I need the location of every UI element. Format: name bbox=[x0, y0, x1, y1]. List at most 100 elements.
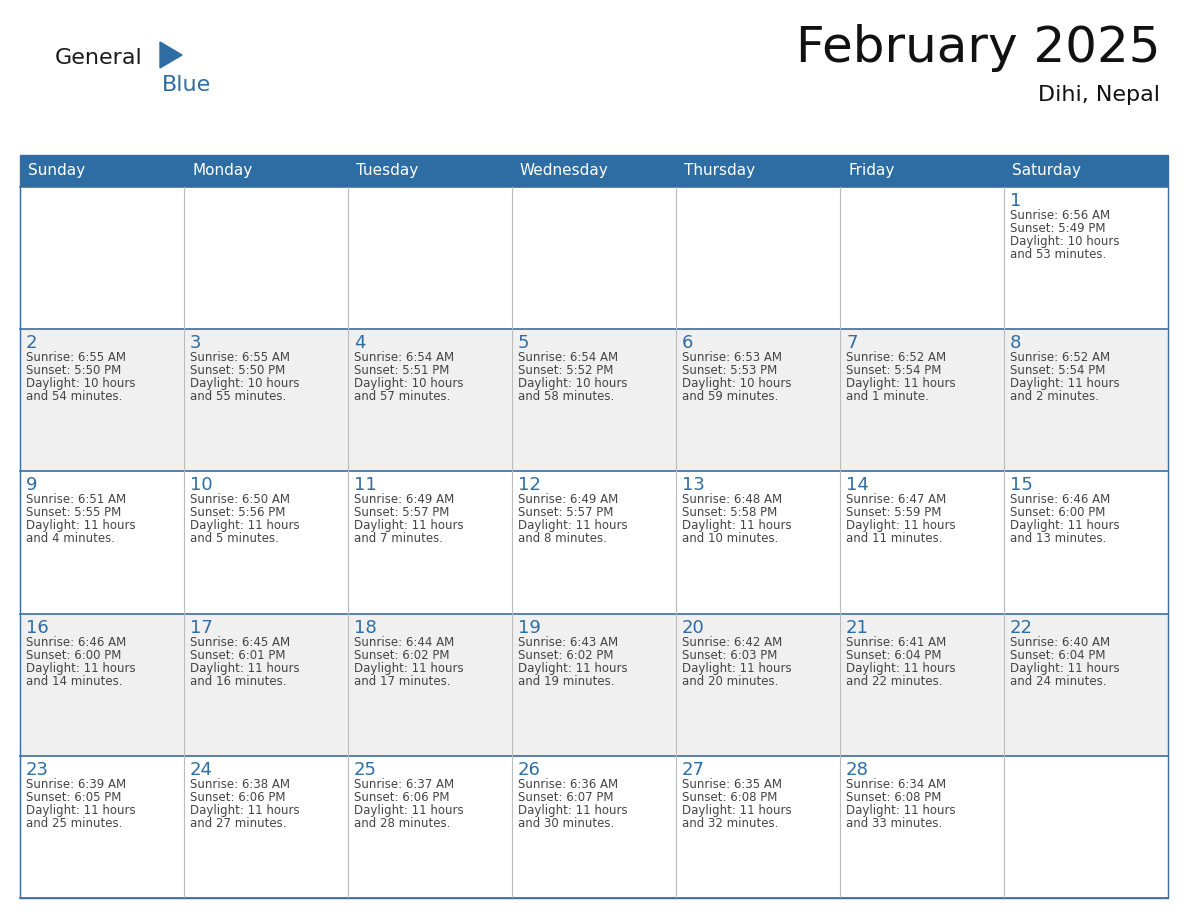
Text: and 57 minutes.: and 57 minutes. bbox=[354, 390, 450, 403]
Text: Daylight: 11 hours: Daylight: 11 hours bbox=[26, 662, 135, 675]
Text: 2: 2 bbox=[26, 334, 38, 353]
Text: 10: 10 bbox=[190, 476, 213, 495]
Text: 20: 20 bbox=[682, 619, 704, 636]
Text: and 2 minutes.: and 2 minutes. bbox=[1010, 390, 1099, 403]
Text: and 59 minutes.: and 59 minutes. bbox=[682, 390, 778, 403]
Text: Sunrise: 6:47 AM: Sunrise: 6:47 AM bbox=[846, 493, 947, 507]
Bar bbox=[840, 155, 1004, 187]
Text: Sunrise: 6:34 AM: Sunrise: 6:34 AM bbox=[846, 778, 946, 790]
Text: and 7 minutes.: and 7 minutes. bbox=[354, 532, 443, 545]
Text: Daylight: 11 hours: Daylight: 11 hours bbox=[518, 662, 627, 675]
Text: Sunset: 5:57 PM: Sunset: 5:57 PM bbox=[354, 507, 449, 520]
Text: Sunset: 6:05 PM: Sunset: 6:05 PM bbox=[26, 790, 121, 804]
Text: 3: 3 bbox=[190, 334, 202, 353]
Text: Daylight: 11 hours: Daylight: 11 hours bbox=[682, 804, 791, 817]
Text: Sunrise: 6:55 AM: Sunrise: 6:55 AM bbox=[190, 352, 290, 364]
Text: Daylight: 11 hours: Daylight: 11 hours bbox=[190, 662, 299, 675]
Text: Sunrise: 6:40 AM: Sunrise: 6:40 AM bbox=[1010, 635, 1110, 649]
Text: Sunset: 5:50 PM: Sunset: 5:50 PM bbox=[190, 364, 285, 377]
Bar bbox=[20, 155, 184, 187]
Text: Sunset: 5:55 PM: Sunset: 5:55 PM bbox=[26, 507, 121, 520]
Text: Sunrise: 6:42 AM: Sunrise: 6:42 AM bbox=[682, 635, 782, 649]
Text: Sunrise: 6:46 AM: Sunrise: 6:46 AM bbox=[1010, 493, 1111, 507]
Text: Sunrise: 6:38 AM: Sunrise: 6:38 AM bbox=[190, 778, 290, 790]
Text: and 33 minutes.: and 33 minutes. bbox=[846, 817, 942, 830]
Text: Sunset: 6:00 PM: Sunset: 6:00 PM bbox=[1010, 507, 1105, 520]
Text: and 8 minutes.: and 8 minutes. bbox=[518, 532, 607, 545]
Text: Thursday: Thursday bbox=[684, 163, 756, 178]
Text: Daylight: 11 hours: Daylight: 11 hours bbox=[354, 520, 463, 532]
Text: Sunset: 5:54 PM: Sunset: 5:54 PM bbox=[846, 364, 941, 377]
Text: 21: 21 bbox=[846, 619, 868, 636]
Bar bbox=[676, 155, 840, 187]
Text: Daylight: 11 hours: Daylight: 11 hours bbox=[26, 804, 135, 817]
Text: and 58 minutes.: and 58 minutes. bbox=[518, 390, 614, 403]
Text: Sunrise: 6:50 AM: Sunrise: 6:50 AM bbox=[190, 493, 290, 507]
Text: and 5 minutes.: and 5 minutes. bbox=[190, 532, 279, 545]
Text: Sunset: 6:08 PM: Sunset: 6:08 PM bbox=[846, 790, 941, 804]
Text: and 10 minutes.: and 10 minutes. bbox=[682, 532, 778, 545]
Text: Sunrise: 6:41 AM: Sunrise: 6:41 AM bbox=[846, 635, 947, 649]
Text: Sunrise: 6:54 AM: Sunrise: 6:54 AM bbox=[518, 352, 618, 364]
Text: 24: 24 bbox=[190, 761, 213, 778]
Text: 25: 25 bbox=[354, 761, 377, 778]
Text: Sunset: 6:00 PM: Sunset: 6:00 PM bbox=[26, 649, 121, 662]
Text: Daylight: 11 hours: Daylight: 11 hours bbox=[846, 520, 955, 532]
Text: Sunset: 6:02 PM: Sunset: 6:02 PM bbox=[354, 649, 449, 662]
Text: and 16 minutes.: and 16 minutes. bbox=[190, 675, 286, 688]
Text: Sunrise: 6:46 AM: Sunrise: 6:46 AM bbox=[26, 635, 126, 649]
Text: 19: 19 bbox=[518, 619, 541, 636]
Text: Daylight: 10 hours: Daylight: 10 hours bbox=[518, 377, 627, 390]
Text: Sunset: 5:57 PM: Sunset: 5:57 PM bbox=[518, 507, 613, 520]
Text: Daylight: 11 hours: Daylight: 11 hours bbox=[518, 520, 627, 532]
Bar bbox=[20, 613, 1168, 756]
Text: Sunset: 6:01 PM: Sunset: 6:01 PM bbox=[190, 649, 285, 662]
Bar bbox=[348, 155, 512, 187]
Text: 1: 1 bbox=[1010, 192, 1022, 210]
Text: Sunrise: 6:35 AM: Sunrise: 6:35 AM bbox=[682, 778, 782, 790]
Text: and 1 minute.: and 1 minute. bbox=[846, 390, 929, 403]
Text: and 14 minutes.: and 14 minutes. bbox=[26, 675, 122, 688]
Text: Wednesday: Wednesday bbox=[520, 163, 608, 178]
Text: Daylight: 11 hours: Daylight: 11 hours bbox=[518, 804, 627, 817]
Text: 18: 18 bbox=[354, 619, 377, 636]
Bar bbox=[20, 472, 1168, 613]
Text: and 24 minutes.: and 24 minutes. bbox=[1010, 675, 1106, 688]
Text: Daylight: 11 hours: Daylight: 11 hours bbox=[846, 377, 955, 390]
Text: Sunrise: 6:49 AM: Sunrise: 6:49 AM bbox=[518, 493, 618, 507]
Text: Daylight: 10 hours: Daylight: 10 hours bbox=[190, 377, 299, 390]
Text: Sunrise: 6:43 AM: Sunrise: 6:43 AM bbox=[518, 635, 618, 649]
Text: Saturday: Saturday bbox=[1012, 163, 1081, 178]
Text: and 25 minutes.: and 25 minutes. bbox=[26, 817, 122, 830]
Text: Sunset: 6:08 PM: Sunset: 6:08 PM bbox=[682, 790, 777, 804]
Text: Sunrise: 6:52 AM: Sunrise: 6:52 AM bbox=[846, 352, 946, 364]
Text: Sunset: 5:50 PM: Sunset: 5:50 PM bbox=[26, 364, 121, 377]
Text: and 13 minutes.: and 13 minutes. bbox=[1010, 532, 1106, 545]
Text: Daylight: 10 hours: Daylight: 10 hours bbox=[26, 377, 135, 390]
Text: Sunset: 6:06 PM: Sunset: 6:06 PM bbox=[354, 790, 449, 804]
Text: and 19 minutes.: and 19 minutes. bbox=[518, 675, 614, 688]
Text: Sunrise: 6:55 AM: Sunrise: 6:55 AM bbox=[26, 352, 126, 364]
Text: Blue: Blue bbox=[162, 75, 211, 95]
Text: Daylight: 11 hours: Daylight: 11 hours bbox=[26, 520, 135, 532]
Text: Sunrise: 6:51 AM: Sunrise: 6:51 AM bbox=[26, 493, 126, 507]
Text: Sunrise: 6:54 AM: Sunrise: 6:54 AM bbox=[354, 352, 454, 364]
Text: Sunset: 5:58 PM: Sunset: 5:58 PM bbox=[682, 507, 777, 520]
Text: Daylight: 10 hours: Daylight: 10 hours bbox=[1010, 235, 1119, 248]
Text: Sunset: 5:49 PM: Sunset: 5:49 PM bbox=[1010, 222, 1106, 235]
Text: Sunset: 5:51 PM: Sunset: 5:51 PM bbox=[354, 364, 449, 377]
Text: and 27 minutes.: and 27 minutes. bbox=[190, 817, 286, 830]
Bar bbox=[20, 187, 1168, 330]
Text: Daylight: 10 hours: Daylight: 10 hours bbox=[354, 377, 463, 390]
Text: Daylight: 11 hours: Daylight: 11 hours bbox=[354, 804, 463, 817]
Text: Tuesday: Tuesday bbox=[356, 163, 418, 178]
Text: and 20 minutes.: and 20 minutes. bbox=[682, 675, 778, 688]
Text: 13: 13 bbox=[682, 476, 704, 495]
Bar bbox=[20, 756, 1168, 898]
Text: Sunrise: 6:36 AM: Sunrise: 6:36 AM bbox=[518, 778, 618, 790]
Text: Sunrise: 6:37 AM: Sunrise: 6:37 AM bbox=[354, 778, 454, 790]
Text: and 55 minutes.: and 55 minutes. bbox=[190, 390, 286, 403]
Text: Sunset: 5:56 PM: Sunset: 5:56 PM bbox=[190, 507, 285, 520]
Text: 23: 23 bbox=[26, 761, 49, 778]
Bar bbox=[20, 330, 1168, 472]
